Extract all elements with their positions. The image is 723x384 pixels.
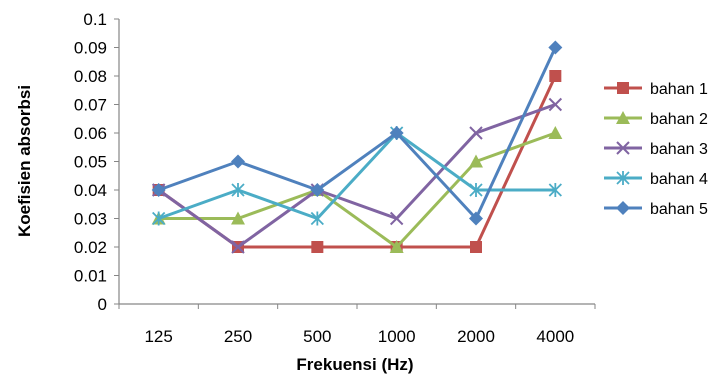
series-line [158, 46, 557, 220]
legend-label: bahan 1 [650, 81, 708, 98]
y-tick-label: 0.02 [74, 238, 107, 257]
data-point [469, 126, 483, 140]
series-bahan-3 [151, 97, 563, 254]
data-point [310, 183, 325, 197]
data-point [548, 97, 563, 112]
legend-marker [616, 111, 630, 124]
legend-marker [616, 171, 630, 185]
legend-marker [617, 82, 629, 94]
y-tick-label: 0 [98, 295, 107, 314]
legend-label: bahan 4 [650, 171, 708, 188]
y-tick-label: 0.04 [74, 181, 107, 200]
data-point [469, 154, 483, 168]
data-point [549, 70, 562, 82]
series-bahan-4 [152, 126, 562, 226]
data-point [469, 183, 483, 197]
data-point [231, 183, 245, 197]
legend-entry: bahan 3 [604, 141, 708, 158]
data-point [389, 211, 404, 226]
y-tick-label: 0.05 [74, 153, 107, 172]
data-point [231, 240, 245, 254]
data-point [151, 183, 166, 197]
data-point [389, 240, 404, 253]
y-axis-title: Koefisien absorbsi [15, 85, 34, 237]
data-point [311, 241, 324, 253]
series-lines [151, 40, 563, 254]
data-point [470, 241, 482, 253]
legend: bahan 1 bahan 2 bahan 3 bahan 4 bahan 5 [604, 81, 708, 218]
data-point [389, 126, 404, 140]
data-point [548, 183, 562, 197]
legend-label: bahan 5 [650, 201, 708, 218]
y-tick-label: 0.1 [83, 10, 107, 29]
series-line [157, 103, 556, 249]
legend-entry: bahan 4 [604, 171, 708, 188]
legend-marker [616, 201, 630, 215]
axes: 0 0.01 0.02 0.03 0.04 0.05 0.06 0.07 0.08 0.09 0.1… [74, 10, 596, 346]
y-tick-label: 0.07 [74, 96, 107, 115]
data-point [469, 211, 483, 226]
y-tick-label: 0.06 [74, 124, 107, 143]
y-tick-label: 0.03 [74, 210, 107, 229]
data-point [231, 211, 245, 225]
x-tick-label: 125 [144, 327, 172, 346]
x-axis-title: Frekuensi (Hz) [296, 355, 413, 374]
legend-label: bahan 3 [650, 141, 708, 158]
data-point [231, 154, 245, 169]
data-point [548, 126, 563, 139]
data-point [310, 211, 324, 226]
y-tick-label: 0.01 [74, 267, 107, 286]
legend-entry: bahan 5 [604, 201, 708, 218]
y-tick-label: 0.09 [74, 39, 107, 58]
series-bahan-5 [151, 40, 563, 226]
legend-entry: bahan 2 [604, 111, 708, 128]
legend-marker [616, 141, 630, 155]
series-line [158, 131, 556, 249]
x-tick-label: 250 [224, 327, 252, 346]
data-point [548, 40, 563, 55]
x-tick-label: 500 [303, 327, 331, 346]
x-tick-label: 2000 [457, 327, 495, 346]
legend-entry: bahan 1 [604, 81, 708, 98]
legend-label: bahan 2 [650, 111, 708, 128]
y-tick-label: 0.08 [74, 67, 107, 86]
data-point [152, 211, 166, 226]
x-tick-label: 1000 [378, 327, 416, 346]
x-tick-label: 4000 [536, 327, 574, 346]
